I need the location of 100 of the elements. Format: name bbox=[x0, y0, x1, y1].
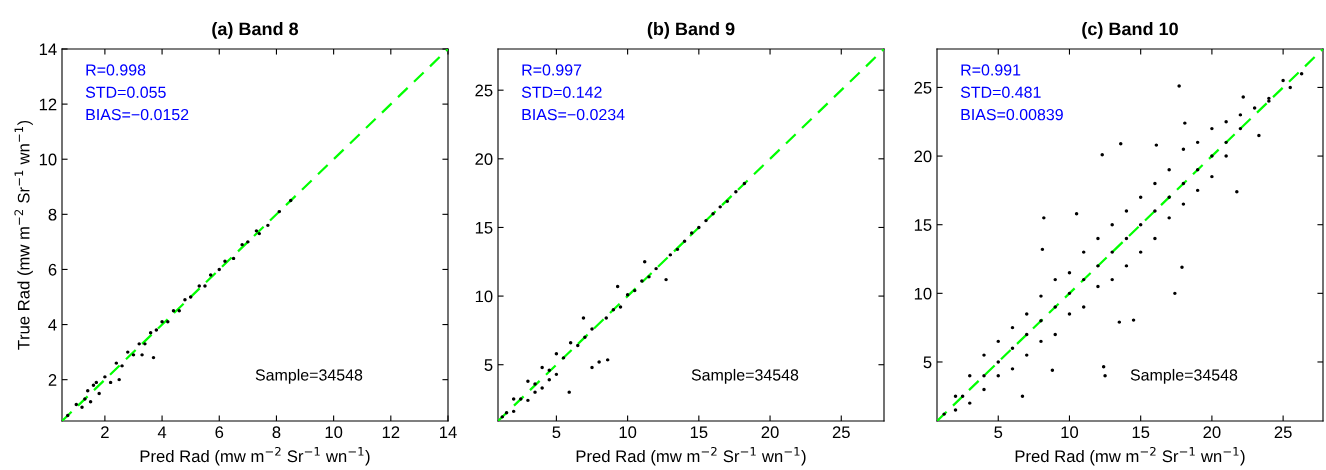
point bbox=[183, 298, 187, 302]
x-tick-label: 25 bbox=[832, 426, 850, 439]
point bbox=[88, 400, 93, 404]
annotation: BIAS=0.00839 bbox=[961, 108, 1063, 121]
point bbox=[208, 273, 213, 277]
point bbox=[540, 365, 544, 370]
point bbox=[615, 284, 620, 289]
x-tick-label: 4 bbox=[157, 426, 167, 438]
chart-title: (c) Band 10 bbox=[1082, 22, 1178, 39]
y-tick-label: 10 bbox=[475, 290, 493, 303]
point bbox=[583, 335, 587, 339]
point bbox=[246, 240, 250, 244]
annotation: STD=0.055 bbox=[85, 86, 166, 98]
point bbox=[711, 212, 715, 216]
y-tick-label: 6 bbox=[48, 263, 57, 276]
y-tick-label: 12 bbox=[39, 98, 57, 111]
x-tick-label: 25 bbox=[1274, 426, 1292, 439]
point bbox=[647, 275, 651, 279]
point bbox=[103, 375, 107, 379]
x-tick-label: 20 bbox=[1203, 426, 1221, 439]
chart-title: (b) Band 9 bbox=[647, 22, 735, 39]
point bbox=[257, 231, 261, 236]
point bbox=[554, 372, 559, 377]
point bbox=[675, 247, 680, 252]
point bbox=[597, 360, 601, 364]
annotation: Sample=34548 bbox=[1130, 368, 1238, 384]
y-tick-label: 25 bbox=[475, 84, 493, 97]
point bbox=[254, 229, 259, 233]
point bbox=[126, 350, 130, 354]
y-tick-label: 20 bbox=[914, 150, 932, 163]
point bbox=[120, 364, 124, 368]
annotation: Sample=34548 bbox=[255, 368, 363, 384]
point bbox=[690, 231, 694, 235]
x-tick-label: 5 bbox=[994, 426, 1003, 439]
y-tick-label: 10 bbox=[914, 287, 932, 300]
y-tick-label: 20 bbox=[475, 153, 493, 166]
y-tick-label: 4 bbox=[48, 319, 57, 331]
point bbox=[203, 284, 207, 288]
point bbox=[504, 411, 509, 415]
annotation: BIAS=−0.0152 bbox=[86, 108, 189, 121]
point bbox=[114, 361, 119, 365]
annotation: R=0.997 bbox=[522, 64, 582, 76]
y-tick-label: 5 bbox=[484, 359, 493, 371]
point bbox=[108, 380, 113, 385]
x-tick-label: 10 bbox=[325, 426, 343, 439]
x-tick-label: 15 bbox=[690, 426, 708, 439]
point bbox=[97, 391, 101, 396]
x-tick-label: 10 bbox=[619, 426, 637, 439]
point bbox=[80, 405, 84, 409]
point bbox=[240, 242, 244, 247]
chart-title: (a) Band 8 bbox=[212, 22, 299, 39]
point bbox=[725, 199, 730, 204]
x-axis-title: Pred Rad (mw m$^{−2}$ Sr$^{−1}$ wn$^{−1}$) bbox=[576, 446, 806, 466]
point bbox=[590, 327, 594, 331]
point bbox=[66, 413, 70, 418]
point bbox=[554, 352, 559, 356]
y-tick-label: 2 bbox=[48, 374, 57, 386]
x-tick-label: 20 bbox=[761, 426, 779, 439]
x-tick-label: 15 bbox=[1132, 426, 1150, 439]
annotation: STD=0.481 bbox=[960, 86, 1041, 98]
y-tick-label: 8 bbox=[48, 208, 57, 221]
y-tick-label: 25 bbox=[914, 81, 932, 94]
point bbox=[526, 398, 530, 403]
point bbox=[519, 397, 523, 401]
point bbox=[151, 355, 156, 360]
y-tick-label: 10 bbox=[39, 153, 57, 166]
x-tick-label: 2 bbox=[101, 426, 109, 438]
point bbox=[74, 402, 78, 407]
point bbox=[633, 288, 637, 293]
x-tick-label: 8 bbox=[272, 426, 281, 439]
annotation: Sample=34548 bbox=[691, 368, 799, 384]
annotation: STD=0.142 bbox=[521, 86, 602, 98]
y-tick-label: 14 bbox=[39, 43, 57, 56]
point bbox=[576, 343, 580, 348]
point bbox=[289, 198, 293, 203]
y-tick-label: 5 bbox=[923, 356, 932, 369]
point bbox=[640, 279, 644, 283]
point bbox=[734, 190, 738, 194]
annotation: R=0.991 bbox=[961, 64, 1021, 76]
point bbox=[83, 397, 87, 401]
point bbox=[625, 293, 630, 297]
point bbox=[277, 209, 282, 214]
point bbox=[605, 358, 610, 362]
point bbox=[197, 284, 201, 288]
point bbox=[742, 181, 747, 186]
point bbox=[131, 353, 136, 357]
x-tick-label: 6 bbox=[215, 426, 224, 439]
annotation: R=0.998 bbox=[86, 64, 146, 76]
point bbox=[500, 415, 504, 419]
point bbox=[143, 342, 147, 346]
point bbox=[171, 309, 176, 313]
y-axis-title: True Rad (mw m$^{−2}$ Sr$^{−1}$ wn$^{−1}$) bbox=[14, 120, 33, 350]
point bbox=[140, 353, 144, 357]
point bbox=[117, 377, 121, 382]
x-tick-label: 12 bbox=[382, 426, 400, 438]
point bbox=[160, 320, 164, 324]
point bbox=[266, 223, 270, 228]
point bbox=[668, 253, 673, 257]
y-tick-label: 15 bbox=[475, 222, 493, 234]
point bbox=[533, 390, 537, 394]
